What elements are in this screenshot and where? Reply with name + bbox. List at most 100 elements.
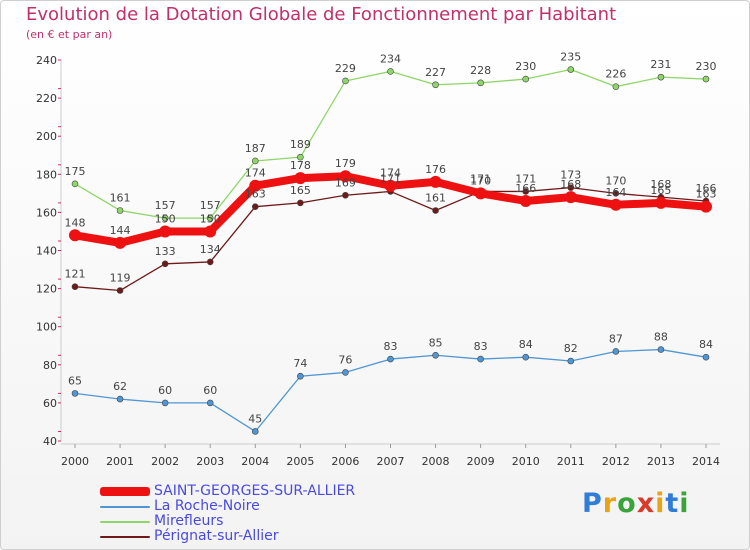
data-label: 60 (158, 384, 172, 397)
data-point (477, 79, 484, 87)
data-point (384, 179, 397, 192)
data-point (432, 207, 439, 214)
legend-label: La Roche-Noire (154, 498, 260, 514)
data-point (297, 199, 304, 207)
data-point (474, 187, 487, 200)
x-tick-label: 2011 (557, 455, 585, 468)
logo-letter: P (582, 488, 603, 519)
data-point (116, 287, 124, 294)
data-point (522, 188, 530, 195)
data-label: 178 (290, 159, 311, 172)
data-point (251, 428, 259, 435)
data-label: 229 (335, 62, 356, 75)
data-point (71, 180, 79, 188)
data-label: 169 (335, 176, 356, 189)
data-label: 227 (425, 66, 446, 79)
data-point (387, 355, 394, 363)
data-label: 171 (470, 172, 491, 185)
data-label: 189 (290, 138, 311, 151)
data-point (567, 66, 575, 73)
data-label: 187 (245, 142, 266, 155)
data-label: 174 (245, 167, 266, 180)
data-point (294, 172, 307, 185)
y-tick-label: 120 (36, 283, 57, 296)
legend-swatch (100, 487, 150, 496)
logo-letter: o (617, 488, 637, 519)
data-point (71, 283, 79, 290)
chart-subtitle: (en € et par an) (26, 28, 113, 41)
data-label: 170 (470, 174, 491, 187)
data-label: 121 (65, 268, 86, 281)
data-point (609, 198, 622, 211)
data-point (297, 372, 304, 380)
data-label: 84 (519, 338, 533, 351)
data-point (297, 153, 304, 161)
data-point (387, 68, 394, 75)
data-label: 164 (605, 186, 626, 199)
data-point (702, 75, 710, 83)
x-tick-label: 2009 (467, 455, 495, 468)
data-point (69, 229, 81, 242)
data-point (700, 200, 712, 213)
data-label: 171 (380, 172, 401, 185)
data-point (251, 203, 259, 210)
data-label: 60 (203, 384, 217, 397)
logo-letter: i (655, 488, 666, 519)
data-point (432, 81, 439, 89)
data-label: 83 (384, 340, 398, 353)
data-label: 157 (200, 199, 221, 212)
data-point (657, 73, 665, 81)
data-point (114, 236, 127, 249)
data-label: 161 (110, 191, 131, 204)
x-tick-label: 2013 (647, 455, 675, 468)
data-label: 161 (425, 191, 446, 204)
data-label: 166 (696, 182, 717, 195)
data-label: 74 (293, 357, 307, 370)
x-tick-label: 2003 (196, 455, 224, 468)
data-point (522, 75, 530, 83)
data-point (612, 190, 620, 197)
data-label: 235 (560, 51, 581, 64)
legend-label: Pérignat-sur-Allier (154, 528, 279, 544)
data-point (612, 348, 620, 355)
logo-letter: r (602, 488, 618, 519)
y-tick-label: 240 (36, 54, 57, 67)
data-label: 82 (564, 342, 578, 355)
data-label: 45 (248, 412, 262, 425)
data-label: 148 (65, 216, 86, 229)
x-tick-label: 2004 (241, 455, 269, 468)
x-tick-label: 2007 (377, 455, 405, 468)
y-tick-label: 200 (36, 130, 57, 143)
legend-swatch (100, 521, 150, 523)
data-label: 88 (654, 331, 668, 344)
data-point (206, 258, 214, 266)
y-tick-label: 60 (43, 397, 57, 410)
data-point (339, 170, 352, 183)
proxiti-logo: Proxiti (582, 488, 690, 519)
data-point (116, 207, 124, 214)
data-label: 144 (110, 224, 131, 237)
data-label: 83 (474, 340, 488, 353)
data-point (116, 395, 124, 403)
data-label: 87 (609, 332, 623, 345)
legend-swatch (100, 536, 150, 538)
data-point (702, 353, 710, 361)
data-label: 234 (380, 52, 401, 65)
data-label: 179 (335, 157, 356, 170)
x-tick-label: 2006 (331, 455, 359, 468)
data-label: 231 (650, 58, 671, 71)
data-point (159, 225, 172, 238)
x-tick-label: 2005 (286, 455, 314, 468)
data-label: 176 (425, 163, 446, 176)
data-label: 150 (200, 212, 221, 225)
legend-label: SAINT-GEORGES-SUR-ALLIER (154, 483, 356, 499)
logo-letter: i (679, 488, 690, 519)
data-label: 119 (110, 272, 131, 285)
data-point (71, 390, 79, 397)
data-label: 173 (560, 169, 581, 182)
data-point (429, 175, 442, 188)
data-label: 84 (699, 338, 713, 351)
data-label: 163 (245, 188, 266, 201)
